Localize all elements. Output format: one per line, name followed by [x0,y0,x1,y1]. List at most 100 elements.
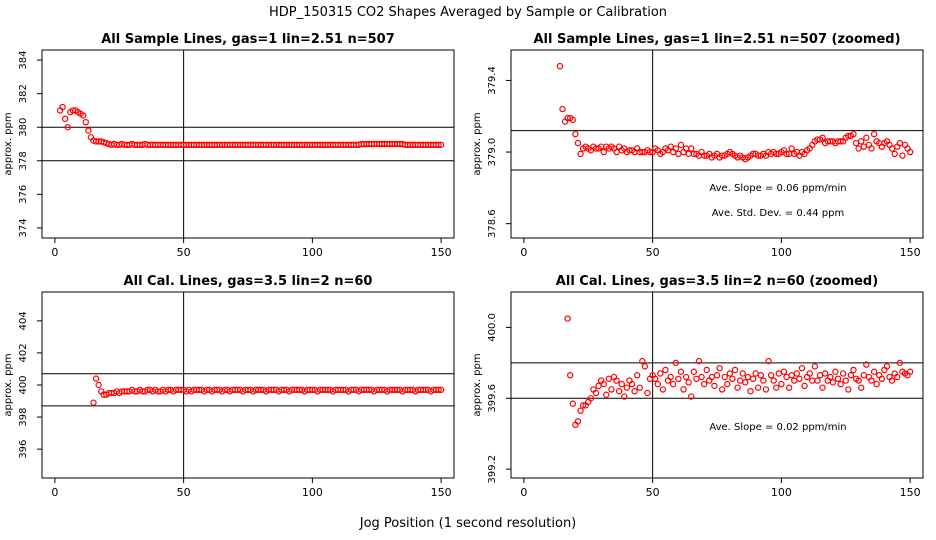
data-point [770,377,777,384]
data-point [592,389,600,397]
data-point [685,150,692,158]
x-tick-label: 150 [431,486,452,499]
data-point [569,116,577,124]
annotation-text: Ave. Std. Dev. = 0.44 ppm [712,208,844,219]
data-point [906,148,914,156]
data-point [896,359,904,367]
data-point [894,373,901,381]
data-point [685,379,692,386]
data-point [845,386,852,393]
data-point [600,148,607,156]
data-point [839,370,847,377]
data-point [613,377,620,384]
data-point [778,380,785,388]
data-point [757,372,764,379]
data-point [860,143,867,150]
data-point [829,379,837,386]
data-point [621,393,628,400]
data-point [819,134,826,141]
data-point [752,370,759,377]
plot-frame [510,291,924,479]
data-point [755,384,762,391]
x-tick-label: 50 [177,246,191,259]
data-point [698,373,705,381]
data-point [437,386,445,394]
data-point [564,315,571,322]
data-point [688,145,695,152]
data-point [641,363,649,370]
data-point [729,375,736,382]
data-point [816,372,824,379]
y-tick-label: 379.0 [487,138,498,167]
data-point [577,407,584,414]
data-point [675,375,682,382]
data-point [569,400,577,407]
x-tick-label: 150 [900,486,921,499]
data-point [574,139,582,147]
data-point [724,380,731,388]
annotation-text: Ave. Slope = 0.06 ppm/min [709,183,846,194]
data-point [814,377,821,384]
data-point [574,418,582,425]
data-point [703,366,710,374]
data-point [82,118,89,126]
data-point [577,150,584,158]
data-point [670,380,677,388]
data-point [677,368,685,375]
data-point [858,138,865,145]
data-point [713,372,721,379]
data-point [644,389,651,397]
y-tick-label: 379.4 [487,66,498,95]
data-point [773,384,780,391]
data-point [863,134,870,141]
data-point [680,386,687,393]
data-point [891,150,898,158]
data-point [579,402,587,409]
data-point [726,370,734,377]
data-point [868,145,875,152]
data-point [870,130,878,138]
data-point [765,357,772,365]
data-point [742,379,749,386]
data-point [695,357,703,365]
data-point [783,373,790,381]
data-point [793,370,801,377]
panel-2: All Sample Lines, gas=1 lin=2.51 n=507 (… [472,32,924,259]
data-point [821,370,829,377]
y-tick-label: 399.2 [487,455,498,484]
y-axis-label: approx. ppm [472,112,483,175]
data-point [827,373,834,381]
data-point [556,62,564,70]
data-point [739,370,746,377]
data-point [667,373,674,381]
y-tick-label: 396 [18,440,29,459]
plot-frame [41,49,455,239]
data-point [734,384,741,391]
data-point [64,124,71,131]
data-point [899,152,906,159]
data-point [749,375,757,382]
data-point [716,364,723,372]
data-point [587,395,595,402]
panel-title: All Sample Lines, gas=1 lin=2.51 n=507 [101,32,395,47]
data-point [850,366,857,374]
data-point [85,127,92,134]
data-point [572,130,579,138]
data-point [718,386,726,393]
data-point [437,141,445,149]
data-point [435,141,442,149]
data-point [711,382,718,390]
panel-title: All Cal. Lines, gas=3.5 lin=2 n=60 [124,274,373,289]
y-tick-label: 399.6 [487,384,498,413]
data-point [636,384,643,391]
data-point [819,384,826,391]
figure-title: HDP_150315 CO2 Shapes Averaged by Sample… [268,5,668,20]
data-point [435,386,442,394]
data-point [850,130,857,138]
data-point [618,380,625,388]
data-point [783,150,790,158]
data-point [608,386,615,393]
panel-title: All Sample Lines, gas=1 lin=2.51 n=507 (… [533,32,900,47]
y-axis-label: approx. ppm [472,353,483,416]
data-point [59,103,66,111]
